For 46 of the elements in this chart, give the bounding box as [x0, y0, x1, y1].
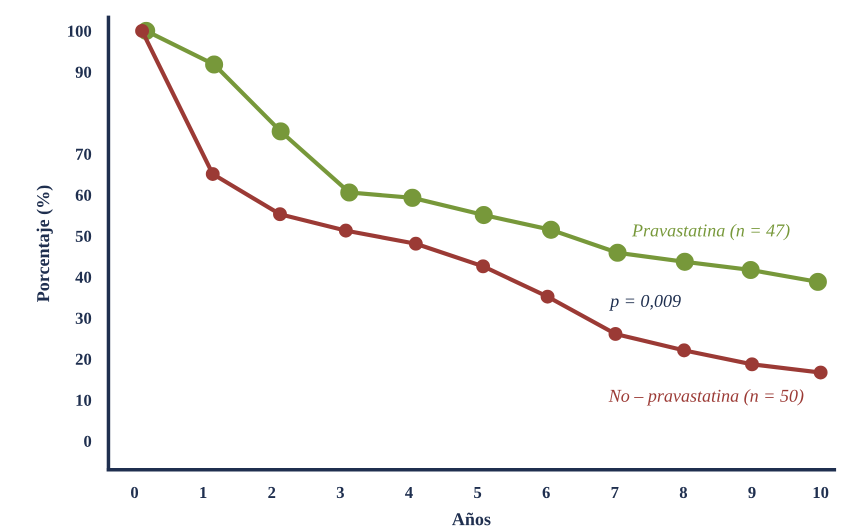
x-tick-label: 8 — [680, 486, 688, 498]
point — [676, 252, 694, 271]
x-tick-label: 7 — [612, 487, 619, 498]
point — [608, 327, 622, 341]
point — [476, 259, 490, 274]
y-tick-label: 50 — [76, 230, 92, 242]
point — [205, 55, 224, 74]
y-tick-label: 90 — [76, 66, 92, 78]
annotation: p = 0,009 — [609, 294, 681, 311]
y-tick-label: 70 — [76, 148, 92, 160]
x-tick-label: 10 — [814, 486, 828, 498]
point — [745, 357, 759, 372]
x-tick-label: 0 — [131, 486, 138, 498]
point — [742, 260, 760, 280]
point — [338, 224, 353, 238]
x-tick-label: 2 — [268, 486, 276, 498]
y-tick-label: 20 — [76, 354, 92, 365]
y-tick-label: 10 — [76, 394, 92, 406]
point — [272, 122, 290, 140]
point — [677, 343, 692, 358]
x-tick-label: 4 — [405, 486, 413, 498]
y-tick-label: 60 — [76, 190, 92, 201]
point — [608, 244, 627, 262]
x-tick-label: 3 — [336, 486, 344, 498]
point — [808, 272, 827, 291]
series-label: No – pravastatina (n = 50) — [608, 389, 804, 406]
point — [540, 290, 555, 304]
y-tick-label: 0 — [84, 436, 92, 447]
x-tick-label: 9 — [748, 486, 756, 498]
x-tick-label: 6 — [542, 486, 550, 498]
point — [408, 236, 423, 251]
point — [403, 188, 422, 207]
y-axis-title: Porcentaje (%) — [36, 186, 53, 302]
y-tick-label: 30 — [76, 312, 92, 324]
x-tick-label: 5 — [474, 487, 482, 498]
series-label: Pravastatina (n = 47) — [632, 224, 790, 240]
point — [474, 206, 493, 224]
y-tick-label: 100 — [68, 26, 92, 37]
y-tick-label: 40 — [75, 272, 92, 283]
x-axis-title: Años — [452, 512, 491, 526]
point — [340, 183, 358, 202]
point — [814, 366, 828, 380]
point — [206, 167, 220, 181]
point — [542, 220, 560, 239]
point — [273, 207, 287, 222]
x-tick-label: 1 — [200, 486, 206, 498]
